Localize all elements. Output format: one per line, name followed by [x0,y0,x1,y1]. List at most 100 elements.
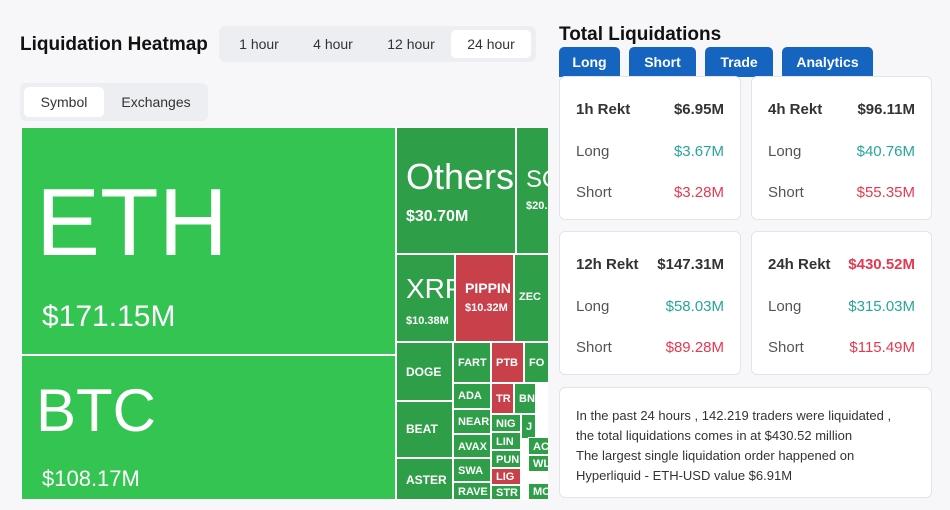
treemap: ETH $171.15M BTC $108.17M Others $30.70M SO $20… [21,127,548,500]
treemap-tile[interactable]: ADA [453,383,491,409]
tile-label: ASTER [406,473,447,487]
stat-value: $3.28M [673,184,724,201]
stat-value: $430.52M [848,256,915,273]
tile-label: NEAR [458,416,490,428]
treemap-tile[interactable]: PUN [491,450,521,468]
tile-label: ADA [458,390,482,402]
tab-button[interactable]: Long [559,47,620,77]
stat-label: 4h Rekt [768,101,823,118]
treemap-tile[interactable]: BEAT [396,401,453,458]
stat-label: Short [576,184,612,201]
treemap-tile[interactable]: NEAR [453,409,491,434]
tile-value: $10.32M [465,302,508,314]
summary-line: In the past 24 hours , 142.219 traders w… [576,408,892,423]
stat-value: $89.28M [665,339,724,356]
time-tabs: 1 hour 4 hour 12 hour 24 hour [219,26,536,62]
treemap-tile[interactable]: FART [453,342,491,383]
rekt-card: 24h Rekt $430.52M Long $315.03M Short $115.49… [751,231,932,375]
treemap-tile[interactable]: WL [528,455,548,472]
treemap-tile[interactable]: AC [528,437,548,455]
treemap-tile[interactable]: MO [528,483,548,500]
totals-title: Total Liquidations [559,24,722,45]
tile-value: $20. [526,200,548,212]
treemap-tile[interactable]: AVAX [453,434,491,458]
stat-label: 12h Rekt [576,256,639,273]
view-tab[interactable]: Exchanges [121,94,191,110]
tile-label: AC [533,441,548,453]
treemap-tile[interactable]: ZEC [514,254,548,342]
tile-value: $171.15M [42,300,176,333]
stat-label: Short [768,184,804,201]
treemap-tile[interactable]: DOGE [396,342,453,401]
tile-label: PUN [496,454,520,466]
treemap-tile[interactable]: NIG [491,414,521,432]
tile-label: AVAX [458,441,487,453]
view-tabs: Symbol Exchanges [20,83,208,121]
stat-label: Short [576,339,612,356]
tile-label: PTB [496,357,518,369]
treemap-tile[interactable]: PIPPIN $10.32M [455,254,514,342]
tile-label: SWA [458,465,484,477]
stat-value: $315.03M [848,298,915,315]
tile-label: FO [529,357,545,369]
stat-value: $6.95M [673,101,724,118]
rekt-card: 4h Rekt $96.11M Long $40.76M Short $55.35M [751,76,932,220]
summary-line: the total liquidations comes in at $430.… [576,428,853,443]
tile-label: LIG [496,471,515,483]
tile-label: LIN [496,436,514,448]
view-tab[interactable]: Symbol [24,87,104,117]
treemap-tile[interactable]: BTC $108.17M [21,355,396,500]
tab-button[interactable]: Short [629,47,696,77]
treemap-tile[interactable]: STR [491,485,521,500]
time-tab[interactable]: 1 hour [239,36,279,52]
treemap-tile[interactable]: SO $20. [516,127,548,254]
summary-line: Hyperliquid - ETH-USD value $6.91M [576,468,793,483]
treemap-tile[interactable]: RAVE [453,482,491,500]
tab-button[interactable]: Trade [705,47,773,77]
tile-label: BTC [36,377,156,444]
treemap-tile[interactable]: ASTER [396,458,453,500]
treemap-tile[interactable]: J [521,414,536,439]
treemap-tile[interactable]: PTB [491,342,524,383]
summary: In the past 24 hours , 142.219 traders w… [559,387,932,498]
treemap-tile[interactable]: Others $30.70M [396,127,516,254]
time-tab[interactable]: 24 hour [451,30,531,58]
treemap-tile[interactable]: XRP $10.38M [396,254,455,342]
stat-label: Long [576,143,610,160]
stat-value: $40.76M [856,143,915,160]
tile-label: FART [458,357,487,369]
stat-value: $3.67M [673,143,724,160]
stat-label: Long [768,298,802,315]
stat-value: $96.11M [857,101,915,118]
treemap-tile[interactable]: SWA [453,458,491,482]
time-tab[interactable]: 12 hour [387,36,435,52]
tile-value: $10.38M [406,315,449,327]
tile-label: TR [496,393,511,405]
treemap-tile[interactable]: BN [514,383,536,414]
treemap-tile[interactable]: FO [524,342,548,383]
tile-label: ZEC [519,291,541,303]
tile-label: WL [533,458,548,470]
rekt-card: 12h Rekt $147.31M Long $58.03M Short $89.28M [559,231,741,375]
tile-label: STR [496,487,518,499]
stat-label: Long [576,298,610,315]
treemap-tile[interactable]: LIG [491,468,521,485]
treemap-tile[interactable]: LIN [491,432,521,450]
stat-label: Short [768,339,804,356]
tab-button[interactable]: Analytics [782,47,873,77]
time-tab[interactable]: 4 hour [313,36,353,52]
heatmap-title: Liquidation Heatmap [20,34,208,55]
tile-label: SO [526,166,548,193]
tile-label: BN [519,393,535,405]
tile-label: DOGE [406,365,442,379]
treemap-tile[interactable]: TR [491,383,514,414]
stat-value: $58.03M [665,298,724,315]
tile-label: ETH [36,169,228,276]
tile-label: Others [406,156,515,197]
tile-label: NIG [496,418,516,430]
treemap-tile[interactable]: ETH $171.15M [21,127,396,355]
tile-label: MO [533,486,548,498]
tile-label: BEAT [406,422,438,436]
stat-label: Long [768,143,802,160]
